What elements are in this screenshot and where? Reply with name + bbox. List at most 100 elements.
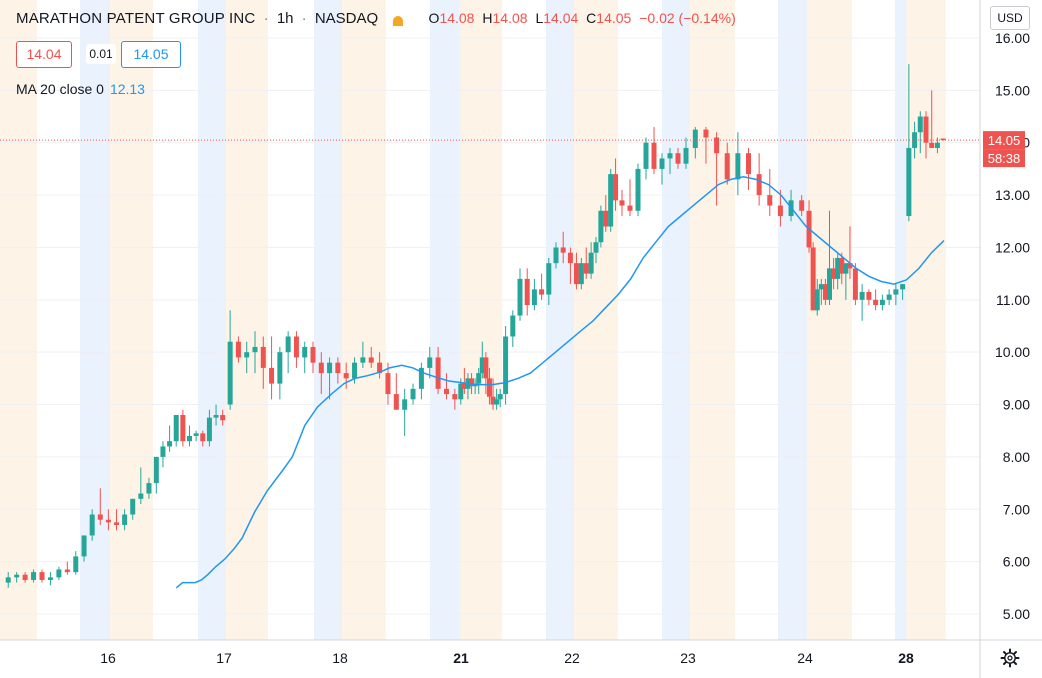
candle-body (619, 200, 625, 206)
candle-body (714, 137, 720, 154)
candle-body (517, 278, 523, 316)
x-tick-label: 18 (332, 650, 348, 666)
candle-body (893, 289, 899, 295)
current-price-value: 14.05 (988, 133, 1021, 148)
ask-price-button[interactable]: 14.05 (121, 41, 181, 68)
symbol-name[interactable]: MARATHON PATENT GROUP INC (16, 10, 256, 27)
candle-body (659, 158, 665, 169)
candle-body (831, 268, 837, 279)
candle-body (839, 257, 845, 274)
session-band-afterhours (110, 0, 153, 640)
change-value: −0.02 (−0.14%) (639, 10, 736, 26)
candle-body (756, 174, 762, 196)
candle-body (635, 168, 641, 211)
legend-separator: · (301, 10, 307, 27)
candle-body (852, 268, 858, 300)
candle-body (443, 388, 449, 395)
session-band-premarket (430, 0, 459, 640)
candle-body (675, 153, 681, 164)
candle-body (293, 336, 299, 358)
candle-body (497, 394, 503, 400)
candle-body (461, 383, 467, 389)
candle-body (703, 129, 709, 138)
candle-body (651, 142, 657, 169)
candle-body (843, 263, 849, 274)
candle-body (539, 289, 545, 295)
y-tick-label: 6.00 (1003, 554, 1030, 570)
candle-body (377, 362, 383, 374)
candle-body (886, 294, 892, 300)
candle-body (822, 284, 828, 300)
candle-body (546, 263, 552, 295)
candle-body (643, 142, 649, 169)
candle-body (553, 247, 559, 264)
y-tick-label: 10.00 (995, 344, 1030, 360)
session-band-premarket (80, 0, 110, 640)
candle-body (105, 519, 111, 523)
candle-body (683, 147, 689, 164)
candle-body (435, 357, 441, 389)
candle-body (393, 394, 399, 410)
candle-body (153, 456, 159, 484)
session-band-afterhours (574, 0, 618, 640)
y-tick-label: 5.00 (1003, 606, 1030, 622)
candle-body (859, 291, 865, 300)
candle-body (302, 346, 308, 358)
ma-indicator-legend[interactable]: MA 20 close 0 12.13 (16, 81, 145, 97)
session-band-afterhours (0, 0, 37, 640)
spread-value: 0.01 (86, 44, 116, 64)
candle-body (260, 346, 266, 368)
x-tick-label: 24 (797, 650, 813, 666)
candle-body (503, 336, 509, 395)
interval-label[interactable]: 1h (276, 10, 294, 27)
candle-body (531, 289, 537, 306)
market-hours-sun-icon (390, 14, 406, 27)
y-tick-label: 8.00 (1003, 449, 1030, 465)
candle-body (39, 572, 45, 580)
ma20-line (175, 176, 945, 589)
candle-body (180, 415, 186, 442)
candle-body (146, 483, 152, 494)
low-value: 14.04 (543, 10, 579, 26)
bid-price-button[interactable]: 14.04 (16, 41, 72, 68)
candle-body (560, 247, 566, 253)
candle-body (452, 394, 458, 400)
candle-body (866, 291, 872, 300)
candle-body (929, 142, 935, 148)
candle-body (138, 493, 144, 499)
candle-body (593, 242, 599, 253)
countdown-value: 58:38 (988, 151, 1021, 166)
currency-button[interactable]: USD (990, 6, 1030, 30)
y-tick-label: 13.00 (995, 187, 1030, 203)
open-value: 14.08 (439, 10, 475, 26)
session-band-premarket (314, 0, 342, 640)
candle-body (814, 289, 820, 311)
candle-body (352, 362, 358, 379)
candle-body (458, 383, 464, 400)
candle-body (402, 399, 408, 410)
candle-body (510, 315, 516, 337)
y-tick-label: 7.00 (1003, 501, 1030, 517)
candle-body (244, 352, 250, 358)
candle-body (483, 357, 489, 379)
candle-body (73, 556, 79, 573)
candle-body (47, 577, 53, 580)
candle-body (934, 142, 940, 148)
candle-body (31, 572, 37, 580)
symbol-legend: MARATHON PATENT GROUP INC · 1h · NASDAQ … (16, 10, 740, 27)
settings-gear-icon[interactable] (1000, 648, 1020, 668)
candle-body (827, 268, 832, 300)
candle-body (285, 336, 291, 353)
candle-body (667, 153, 673, 159)
candle-body (81, 535, 87, 557)
candle-body (97, 514, 103, 520)
close-value: 14.05 (596, 10, 632, 26)
candle-body (318, 362, 324, 374)
candle-body (56, 569, 62, 578)
close-label: C (586, 10, 597, 26)
candle-body (200, 433, 206, 442)
candle-body (490, 396, 496, 405)
candle-body (220, 415, 226, 421)
open-label: O (428, 10, 440, 26)
